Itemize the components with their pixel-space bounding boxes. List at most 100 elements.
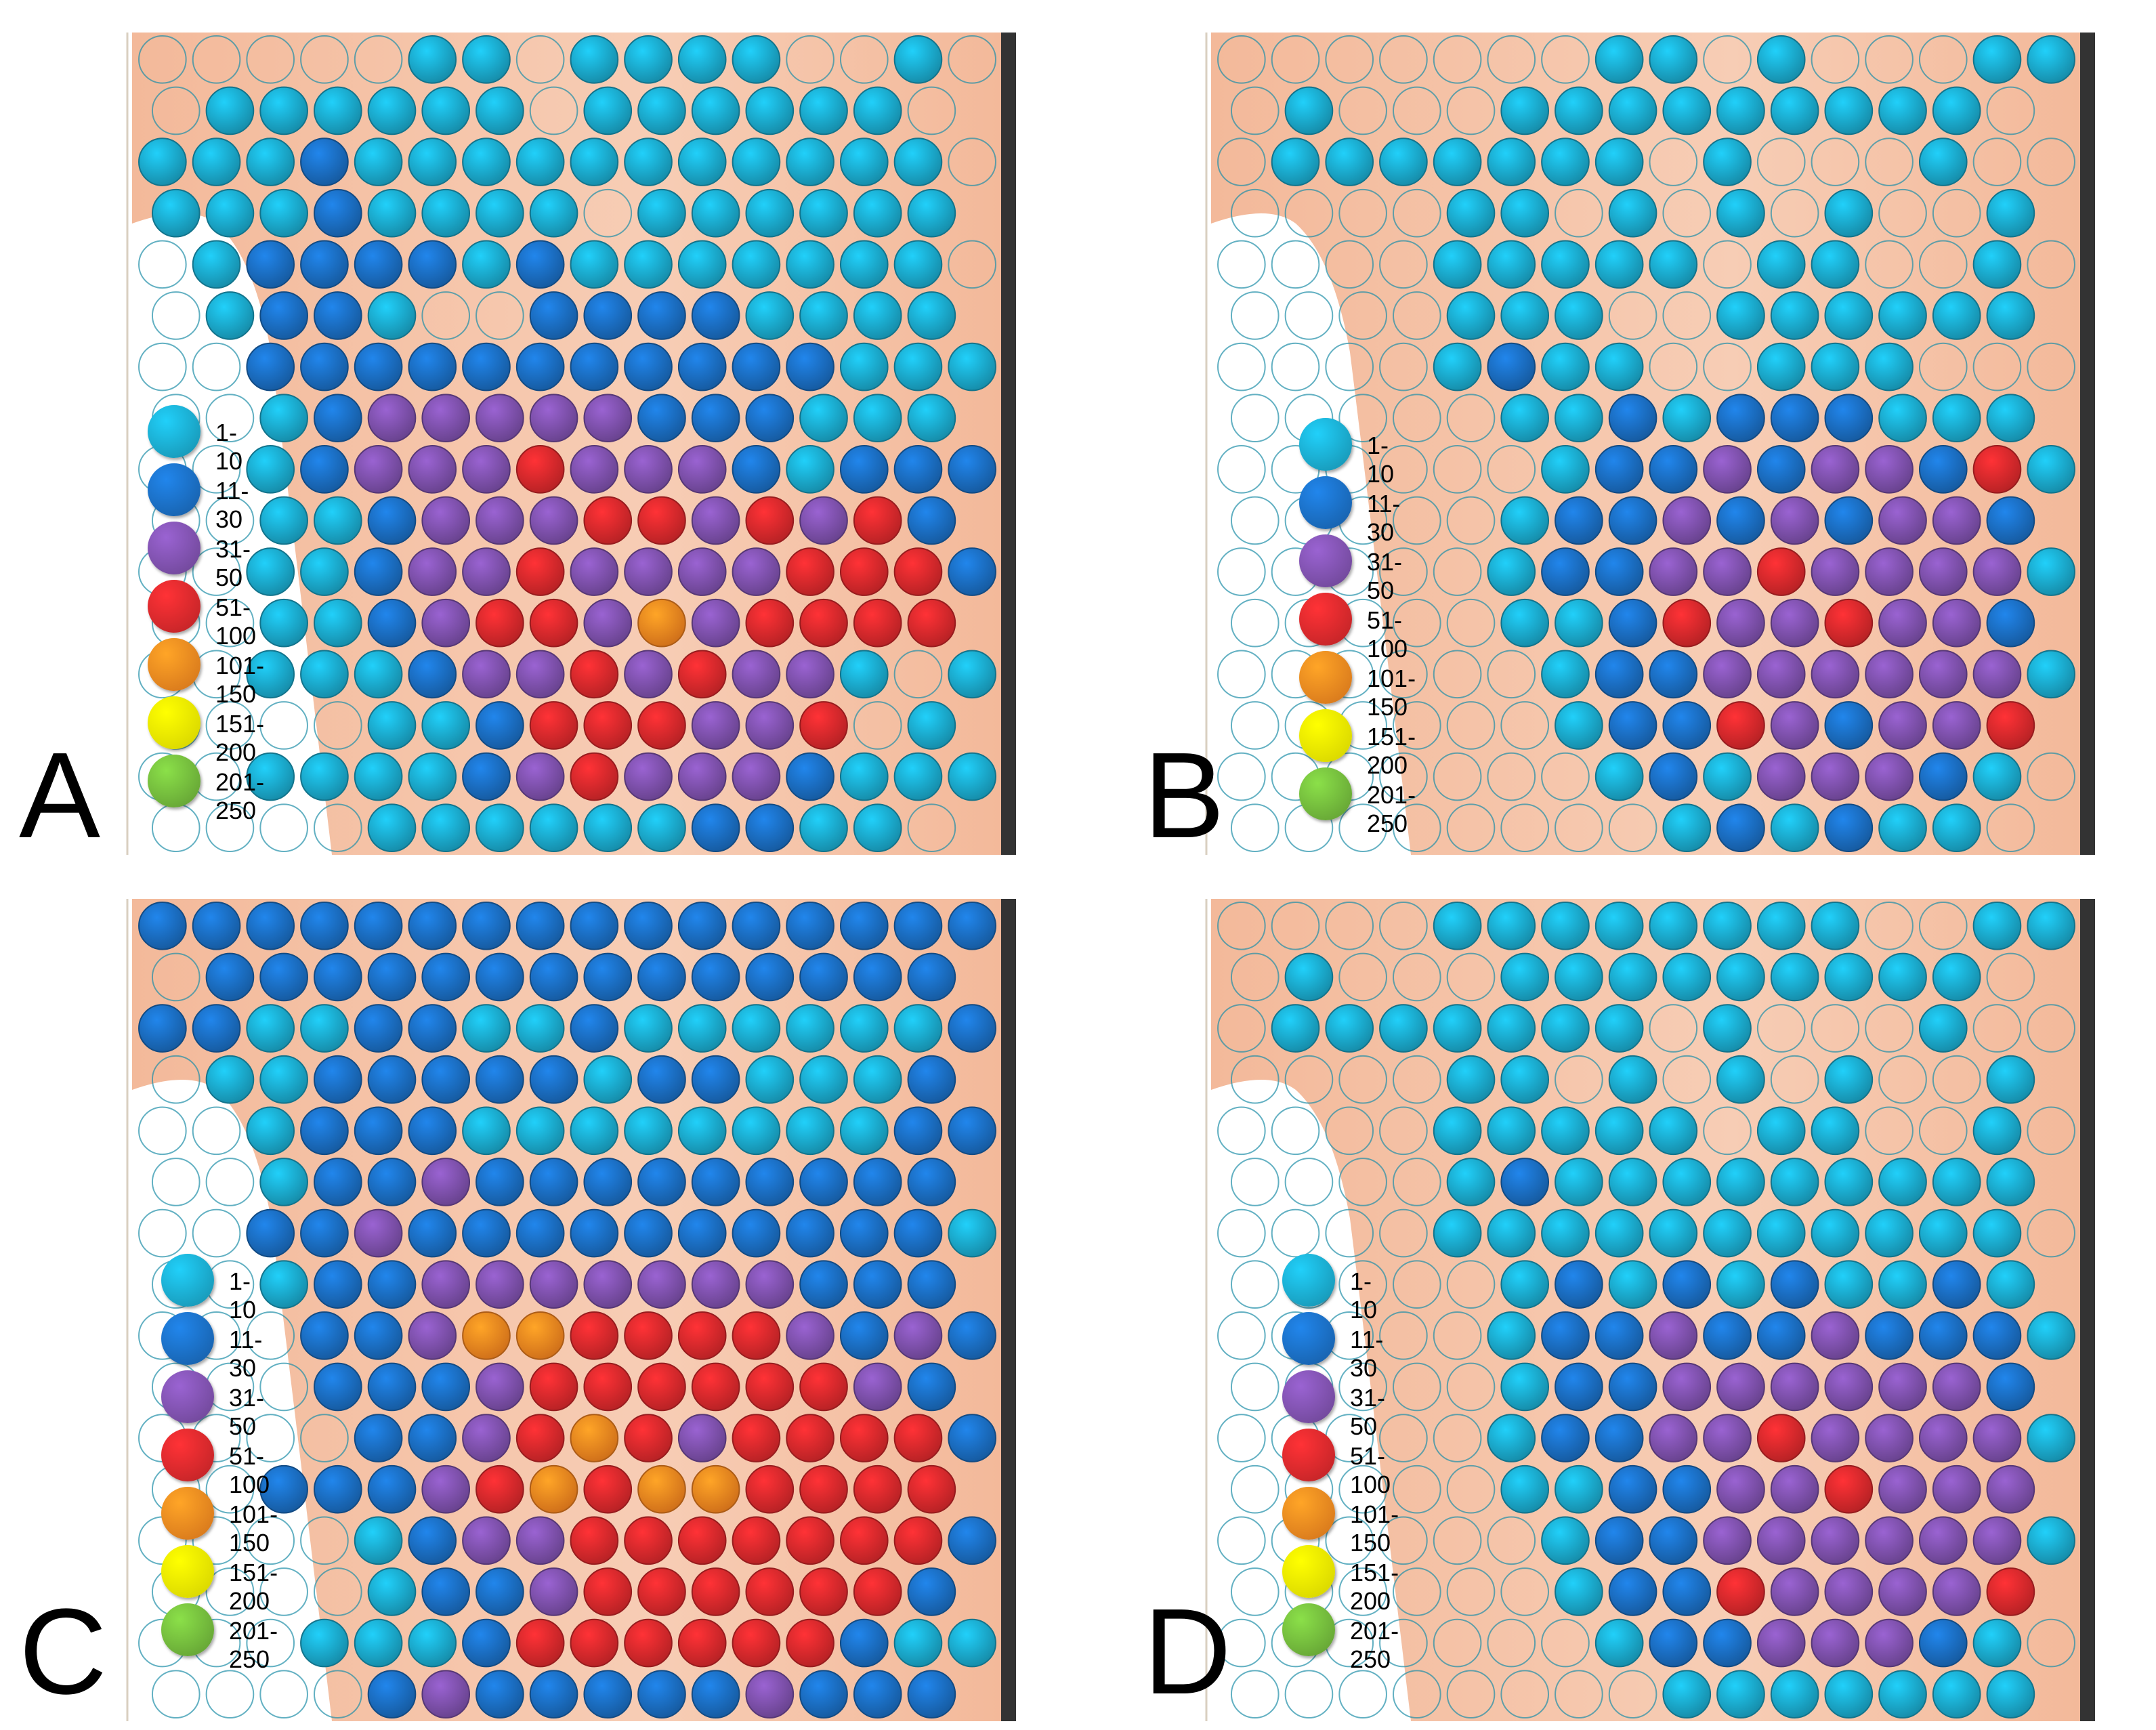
empty-site: [1541, 35, 1590, 84]
heat-dot-31-50: [1878, 1567, 1927, 1616]
heat-dot-11-30: [354, 902, 403, 950]
heat-dot-31-50: [421, 394, 471, 442]
empty-site: [1379, 1414, 1428, 1462]
heat-dot-31-50: [1865, 1516, 1914, 1565]
heat-dot-31-50: [745, 1260, 795, 1309]
heat-dot-1-10: [1446, 1055, 1496, 1104]
empty-site: [205, 1158, 255, 1206]
heat-dot-11-30: [677, 902, 727, 950]
skin-region: [132, 899, 1001, 1721]
empty-site: [1555, 188, 1603, 238]
heat-dot-1-10: [259, 496, 308, 545]
heat-dot-11-30: [421, 1055, 471, 1104]
empty-site: [1703, 1106, 1752, 1156]
heat-dot-1-10: [2027, 1311, 2075, 1360]
heat-dot-31-50: [1716, 1362, 1765, 1412]
heat-dot-1-10: [732, 1106, 781, 1156]
heat-dot-51-100: [677, 650, 727, 699]
empty-site: [853, 701, 902, 750]
heat-dot-31-50: [786, 1311, 834, 1360]
heat-dot-11-30: [1756, 445, 1806, 494]
heat-dot-1-10: [1487, 1106, 1536, 1156]
heat-dot-1-10: [1972, 1208, 2022, 1258]
heat-dot-11-30: [1770, 394, 1819, 442]
empty-site: [1217, 650, 1266, 699]
heat-dot-51-100: [732, 1414, 781, 1462]
heat-dot-1-10: [1865, 1208, 1914, 1258]
legend-swatch: [1282, 1370, 1335, 1423]
empty-site: [1500, 701, 1550, 750]
heat-dot-1-10: [853, 291, 902, 340]
heat-dot-11-30: [462, 1208, 511, 1258]
empty-site: [1284, 1158, 1334, 1206]
heat-dot-11-30: [1541, 1311, 1590, 1360]
heat-dot-11-30: [745, 1158, 795, 1206]
empty-site: [907, 803, 956, 852]
heat-dot-31-50: [1918, 1516, 1968, 1565]
empty-site: [192, 35, 241, 84]
empty-site: [1555, 1055, 1603, 1104]
heat-dot-51-100: [475, 598, 524, 648]
heat-dot-1-10: [151, 188, 200, 238]
heat-dot-1-10: [1824, 1670, 1874, 1718]
heat-dot-11-30: [529, 1055, 578, 1104]
heat-dot-101-150: [570, 1414, 619, 1462]
empty-site: [1379, 547, 1428, 596]
empty-site: [1325, 35, 1374, 84]
heat-dot-1-10: [300, 752, 349, 801]
heat-dot-31-50: [893, 1311, 943, 1360]
heat-dot-1-10: [1500, 1055, 1550, 1104]
heat-dot-1-10: [1433, 240, 1482, 289]
empty-site: [138, 342, 187, 392]
heat-dot-1-10: [786, 240, 834, 289]
heat-dot-11-30: [314, 1464, 362, 1514]
heat-dot-1-10: [1594, 752, 1644, 801]
heat-dot-1-10: [637, 803, 686, 852]
heat-dot-11-30: [1649, 650, 1698, 699]
heat-dot-1-10: [1487, 547, 1536, 596]
heat-dot-51-100: [677, 1311, 727, 1360]
heat-dot-11-30: [367, 598, 417, 648]
heat-dot-1-10: [583, 1055, 633, 1104]
legend-label: 151-200: [1350, 1559, 1399, 1615]
heat-dot-1-10: [624, 240, 673, 289]
heat-dot-1-10: [1716, 86, 1765, 135]
legend-label: 101-150: [215, 652, 265, 708]
heat-dot-1-10: [367, 86, 417, 135]
heat-dot-1-10: [1487, 1311, 1536, 1360]
empty-site: [1972, 138, 2022, 186]
empty-site: [1217, 1208, 1266, 1258]
heat-dot-11-30: [300, 445, 349, 494]
heat-dot-1-10: [948, 752, 996, 801]
heat-dot-1-10: [853, 803, 902, 852]
heat-dot-1-10: [839, 650, 889, 699]
heat-dot-1-10: [367, 701, 417, 750]
heat-dot-31-50: [1865, 650, 1914, 699]
heat-dot-11-30: [624, 902, 673, 950]
heat-dot-31-50: [367, 394, 417, 442]
heat-dot-1-10: [1932, 1158, 1981, 1206]
heat-dot-1-10: [1918, 138, 1968, 186]
heat-dot-31-50: [1878, 1464, 1927, 1514]
empty-site: [1325, 1516, 1374, 1565]
heat-dot-11-30: [1716, 803, 1765, 852]
heat-dot-1-10: [246, 547, 295, 596]
heat-dot-31-50: [1932, 1567, 1981, 1616]
heat-dot-1-10: [1932, 394, 1981, 442]
empty-site: [1918, 342, 1968, 392]
empty-site: [1433, 547, 1482, 596]
heat-dot-1-10: [893, 342, 943, 392]
heat-dot-11-30: [583, 291, 633, 340]
heat-dot-1-10: [1716, 1670, 1765, 1718]
heat-dot-11-30: [853, 1670, 902, 1718]
empty-site: [1379, 1618, 1428, 1668]
heat-dot-11-30: [799, 1670, 848, 1718]
heat-dot-11-30: [529, 1158, 578, 1206]
heat-dot-1-10: [1500, 598, 1550, 648]
heat-dot-1-10: [300, 1004, 349, 1053]
empty-site: [1338, 188, 1387, 238]
heat-dot-11-30: [408, 1106, 457, 1156]
heat-dot-51-100: [515, 1618, 565, 1668]
heat-dot-11-30: [367, 496, 417, 545]
heat-dot-11-30: [408, 240, 457, 289]
